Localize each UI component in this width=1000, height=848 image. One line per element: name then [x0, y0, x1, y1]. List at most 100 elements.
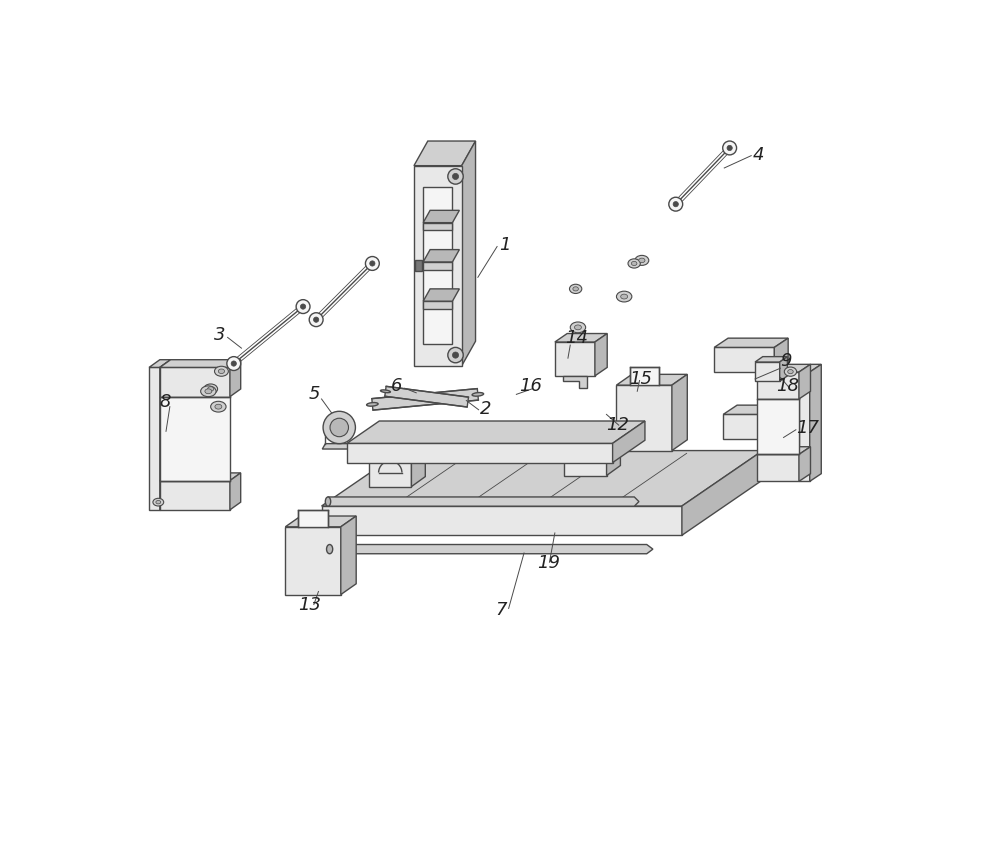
Polygon shape: [341, 516, 356, 594]
Ellipse shape: [205, 389, 212, 393]
Ellipse shape: [784, 367, 797, 377]
Ellipse shape: [153, 499, 164, 506]
Text: 3: 3: [214, 326, 225, 344]
Polygon shape: [160, 360, 171, 510]
Polygon shape: [322, 450, 763, 506]
Polygon shape: [385, 387, 468, 407]
Polygon shape: [423, 187, 452, 344]
Polygon shape: [160, 473, 241, 481]
Ellipse shape: [327, 544, 333, 554]
Text: 17: 17: [796, 419, 819, 437]
Polygon shape: [328, 497, 639, 506]
Ellipse shape: [639, 258, 645, 263]
Polygon shape: [757, 455, 799, 482]
Text: 16: 16: [519, 377, 542, 395]
Polygon shape: [607, 428, 620, 476]
Ellipse shape: [325, 497, 331, 506]
Text: 9: 9: [780, 352, 792, 370]
Polygon shape: [462, 141, 476, 365]
Polygon shape: [723, 405, 788, 415]
Polygon shape: [616, 374, 687, 385]
Ellipse shape: [218, 369, 225, 373]
Polygon shape: [423, 289, 459, 301]
Polygon shape: [714, 348, 774, 372]
Polygon shape: [780, 357, 787, 382]
Polygon shape: [757, 447, 810, 455]
Circle shape: [448, 348, 463, 363]
Ellipse shape: [635, 255, 649, 265]
Polygon shape: [799, 447, 810, 482]
Polygon shape: [230, 360, 241, 397]
Polygon shape: [682, 450, 763, 535]
Circle shape: [370, 261, 375, 266]
Text: 1: 1: [499, 237, 510, 254]
Polygon shape: [799, 365, 810, 399]
Polygon shape: [630, 366, 659, 385]
Ellipse shape: [208, 387, 214, 391]
Ellipse shape: [570, 322, 586, 332]
Polygon shape: [595, 333, 607, 376]
Ellipse shape: [472, 393, 484, 396]
Polygon shape: [149, 360, 171, 367]
Circle shape: [448, 169, 463, 184]
Polygon shape: [563, 376, 587, 388]
Polygon shape: [672, 374, 687, 450]
Ellipse shape: [204, 384, 218, 394]
Ellipse shape: [573, 287, 578, 291]
Ellipse shape: [215, 404, 222, 409]
Polygon shape: [322, 506, 682, 535]
Ellipse shape: [323, 411, 355, 444]
Polygon shape: [160, 367, 230, 397]
Text: 7: 7: [496, 600, 507, 618]
Polygon shape: [369, 439, 425, 449]
Polygon shape: [285, 516, 356, 527]
Circle shape: [673, 202, 678, 207]
Polygon shape: [555, 333, 607, 342]
Polygon shape: [423, 262, 452, 270]
Polygon shape: [810, 365, 821, 482]
Circle shape: [727, 145, 732, 151]
Ellipse shape: [215, 366, 228, 377]
Polygon shape: [763, 363, 788, 372]
Ellipse shape: [631, 261, 637, 265]
Polygon shape: [799, 365, 821, 372]
Polygon shape: [285, 527, 341, 594]
Polygon shape: [423, 249, 459, 262]
Text: 2: 2: [480, 400, 492, 418]
Polygon shape: [415, 260, 422, 271]
Polygon shape: [423, 210, 459, 223]
Polygon shape: [372, 388, 478, 410]
Polygon shape: [298, 510, 328, 527]
Polygon shape: [322, 444, 361, 449]
Polygon shape: [347, 444, 613, 462]
Polygon shape: [755, 357, 787, 362]
Ellipse shape: [156, 500, 161, 504]
Polygon shape: [160, 397, 230, 481]
Polygon shape: [555, 342, 595, 376]
Circle shape: [452, 173, 459, 180]
Ellipse shape: [330, 418, 348, 437]
Polygon shape: [369, 449, 411, 487]
Polygon shape: [414, 141, 476, 165]
Circle shape: [227, 357, 241, 371]
Text: 19: 19: [537, 555, 560, 572]
Circle shape: [452, 352, 459, 358]
Polygon shape: [757, 365, 810, 372]
Ellipse shape: [201, 386, 216, 397]
Polygon shape: [411, 439, 425, 487]
Ellipse shape: [211, 401, 226, 412]
Polygon shape: [774, 405, 788, 439]
Polygon shape: [774, 338, 788, 372]
Polygon shape: [799, 372, 810, 482]
Polygon shape: [330, 544, 653, 554]
Polygon shape: [160, 360, 241, 367]
Circle shape: [314, 317, 319, 322]
Ellipse shape: [616, 291, 632, 302]
Ellipse shape: [380, 390, 390, 393]
Circle shape: [365, 257, 379, 271]
Text: 5: 5: [308, 385, 320, 403]
Text: 18: 18: [776, 377, 799, 395]
Text: 13: 13: [298, 596, 321, 614]
Polygon shape: [149, 367, 160, 510]
Polygon shape: [763, 372, 774, 415]
